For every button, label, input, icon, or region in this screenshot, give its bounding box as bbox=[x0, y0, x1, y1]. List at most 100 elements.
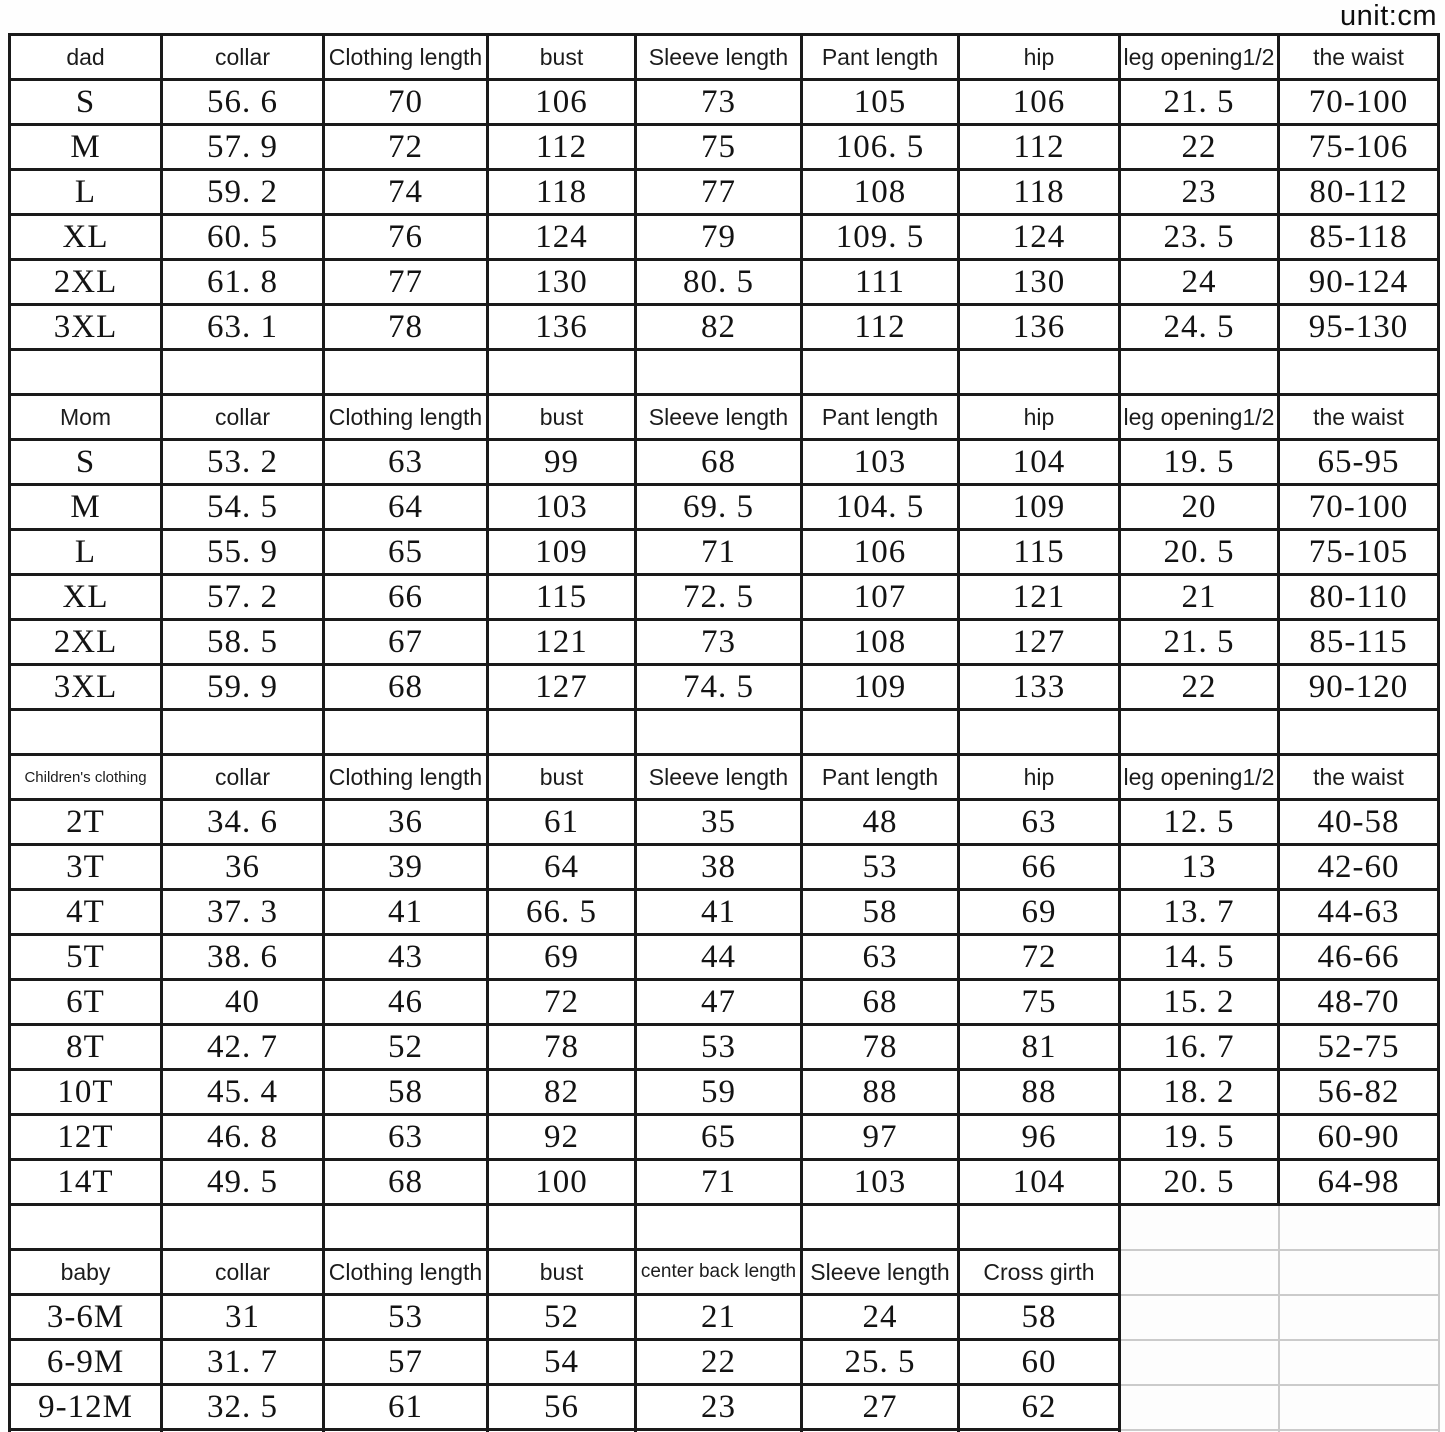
mom-l-collar: 55. 9 bbox=[160, 528, 325, 576]
children-6t-clothing-length: 46 bbox=[322, 978, 489, 1026]
children-12t-hip: 96 bbox=[957, 1113, 1121, 1161]
children-12t-bust: 92 bbox=[486, 1113, 637, 1161]
children-header-clothing-length: Clothing length bbox=[322, 753, 489, 801]
children-3t-collar: 36 bbox=[160, 843, 325, 891]
mom-l-the-waist: 75-105 bbox=[1277, 528, 1440, 576]
children-row-6t: 6T 40 46 72 47 68 75 15. 2 48-70 bbox=[8, 978, 1440, 1026]
mom-header-hip: hip bbox=[957, 393, 1121, 441]
children-header-hip: hip bbox=[957, 753, 1121, 801]
mom-s-clothing-length: 63 bbox=[322, 438, 489, 486]
dad-3xl-pant-length: 112 bbox=[800, 303, 960, 351]
baby-header-baby: baby bbox=[8, 1248, 163, 1296]
dad-header-clothing-length: Clothing length bbox=[322, 33, 489, 81]
children-4t-bust: 66. 5 bbox=[486, 888, 637, 936]
dad-l-pant-length: 108 bbox=[800, 168, 960, 216]
dad-m-collar: 57. 9 bbox=[160, 123, 325, 171]
children-8t-hip: 81 bbox=[957, 1023, 1121, 1071]
dad-size-3xl: 3XL bbox=[8, 303, 163, 351]
mom-3xl-clothing-length: 68 bbox=[322, 663, 489, 711]
children-size-12t: 12T bbox=[8, 1113, 163, 1161]
mom-m-collar: 54. 5 bbox=[160, 483, 325, 531]
baby-9-12m-collar: 32. 5 bbox=[160, 1383, 325, 1431]
children-5t-the-waist: 46-66 bbox=[1277, 933, 1440, 981]
children-size-3t: 3T bbox=[8, 843, 163, 891]
separator-cell bbox=[486, 1203, 637, 1251]
children-header-leg-opening1-2: leg opening1/2 bbox=[1118, 753, 1280, 801]
dad-l-the-waist: 80-112 bbox=[1277, 168, 1440, 216]
children-row-10t: 10T 45. 4 58 82 59 88 88 18. 2 56-82 bbox=[8, 1068, 1440, 1116]
children-header-pant-length: Pant length bbox=[800, 753, 960, 801]
children-10t-hip: 88 bbox=[957, 1068, 1121, 1116]
baby-3-6m-collar: 31 bbox=[160, 1293, 325, 1341]
baby-header-sleeve-length: Sleeve length bbox=[800, 1248, 960, 1296]
baby-3-6m-sleeve-length: 24 bbox=[800, 1293, 960, 1341]
mom-header-collar: collar bbox=[160, 393, 325, 441]
children-3t-bust: 64 bbox=[486, 843, 637, 891]
baby-size-6-9m: 6-9M bbox=[8, 1338, 163, 1386]
mom-header-mom: Mom bbox=[8, 393, 163, 441]
mom-2xl-leg-opening1-2: 21. 5 bbox=[1118, 618, 1280, 666]
mom-s-the-waist: 65-95 bbox=[1277, 438, 1440, 486]
dad-2xl-sleeve-length: 80. 5 bbox=[634, 258, 803, 306]
dad-l-sleeve-length: 77 bbox=[634, 168, 803, 216]
baby-12-18m-bust: 58 bbox=[486, 1428, 637, 1432]
children-12t-leg-opening1-2: 19. 5 bbox=[1118, 1113, 1280, 1161]
dad-3xl-clothing-length: 78 bbox=[322, 303, 489, 351]
children-header-bust: bust bbox=[486, 753, 637, 801]
baby-row-9-12m: 9-12M 32. 5 61 56 23 27 62 bbox=[8, 1383, 1440, 1431]
dad-m-hip: 112 bbox=[957, 123, 1121, 171]
mom-l-hip: 115 bbox=[957, 528, 1121, 576]
mom-header-the-waist: the waist bbox=[1277, 393, 1440, 441]
baby-3-6m-bust: 52 bbox=[486, 1293, 637, 1341]
separator-cell bbox=[322, 348, 489, 396]
baby-9-12m-cross-girth: 62 bbox=[957, 1383, 1121, 1431]
mom-header-clothing-length: Clothing length bbox=[322, 393, 489, 441]
dad-header-row: dad collar Clothing length bust Sleeve lengt… bbox=[8, 33, 1440, 81]
children-6t-pant-length: 68 bbox=[800, 978, 960, 1026]
dad-size-m: M bbox=[8, 123, 163, 171]
baby-9-12m-center-back-length: 23 bbox=[634, 1383, 803, 1431]
baby-9-12m-clothing-length: 61 bbox=[322, 1383, 489, 1431]
dad-s-sleeve-length: 73 bbox=[634, 78, 803, 126]
mom-header-pant-length: Pant length bbox=[800, 393, 960, 441]
mom-s-bust: 99 bbox=[486, 438, 637, 486]
children-10t-pant-length: 88 bbox=[800, 1068, 960, 1116]
mom-header-sleeve-length: Sleeve length bbox=[634, 393, 803, 441]
dad-s-the-waist: 70-100 bbox=[1277, 78, 1440, 126]
baby-header-cross-girth: Cross girth bbox=[957, 1248, 1121, 1296]
separator-cell bbox=[800, 1203, 960, 1251]
separator-row-1 bbox=[8, 348, 1440, 396]
mom-xl-hip: 121 bbox=[957, 573, 1121, 621]
dad-3xl-bust: 136 bbox=[486, 303, 637, 351]
dad-xl-leg-opening1-2: 23. 5 bbox=[1118, 213, 1280, 261]
baby-12-18m-sleeve-length: 28. 5 bbox=[800, 1428, 960, 1432]
baby-6-9m-clothing-length: 57 bbox=[322, 1338, 489, 1386]
dad-header-hip: hip bbox=[957, 33, 1121, 81]
mom-row-3xl: 3XL 59. 9 68 127 74. 5 109 133 22 90-120 bbox=[8, 663, 1440, 711]
separator-cell bbox=[634, 348, 803, 396]
children-5t-clothing-length: 43 bbox=[322, 933, 489, 981]
mom-xl-sleeve-length: 72. 5 bbox=[634, 573, 803, 621]
dad-header-the-waist: the waist bbox=[1277, 33, 1440, 81]
children-3t-hip: 66 bbox=[957, 843, 1121, 891]
separator-row-3 bbox=[8, 1203, 1440, 1251]
baby-row-3-6m: 3-6M 31 53 52 21 24 58 bbox=[8, 1293, 1440, 1341]
baby-12-18m-cross-girth: 64 bbox=[957, 1428, 1121, 1432]
mom-2xl-pant-length: 108 bbox=[800, 618, 960, 666]
children-5t-collar: 38. 6 bbox=[160, 933, 325, 981]
children-10t-sleeve-length: 59 bbox=[634, 1068, 803, 1116]
baby-3-6m-cross-girth: 58 bbox=[957, 1293, 1121, 1341]
baby-header-bust: bust bbox=[486, 1248, 637, 1296]
dad-s-pant-length: 105 bbox=[800, 78, 960, 126]
empty-grid-cell bbox=[1277, 1383, 1440, 1431]
dad-2xl-bust: 130 bbox=[486, 258, 637, 306]
dad-2xl-clothing-length: 77 bbox=[322, 258, 489, 306]
mom-l-bust: 109 bbox=[486, 528, 637, 576]
baby-size-12-18m: 12-18M bbox=[8, 1428, 163, 1432]
mom-xl-leg-opening1-2: 21 bbox=[1118, 573, 1280, 621]
children-size-4t: 4T bbox=[8, 888, 163, 936]
children-14t-the-waist: 64-98 bbox=[1277, 1158, 1440, 1206]
separator-cell bbox=[957, 708, 1121, 756]
children-14t-pant-length: 103 bbox=[800, 1158, 960, 1206]
mom-row-m: M 54. 5 64 103 69. 5 104. 5 109 20 70-100 bbox=[8, 483, 1440, 531]
